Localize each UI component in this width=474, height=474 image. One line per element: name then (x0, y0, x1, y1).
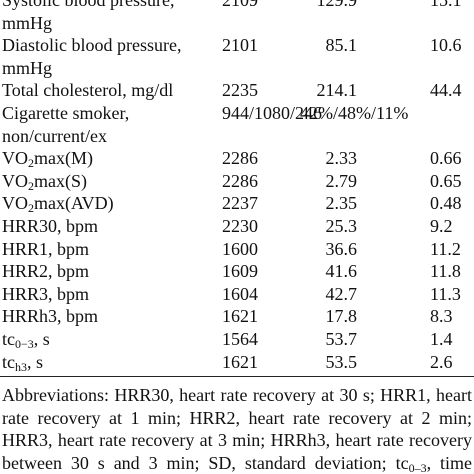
cell-mean: 53.5 (325, 351, 358, 372)
cell-mean: 2.35 (325, 193, 358, 214)
text-segment: Systolic blood pressure, (2, 0, 175, 10)
cell-mean: 36.6 (325, 238, 358, 259)
row-label: Diastolic blood pressure, (2, 34, 181, 56)
cell-mean: 42.7 (325, 283, 358, 304)
cell-n: 2286 (222, 170, 258, 191)
cell-sd: 9.2 (430, 216, 453, 236)
text-segment: max(S) (34, 170, 87, 191)
cell-mean: 42%/48%/11% (300, 103, 409, 123)
table-rule (0, 376, 474, 377)
cell-sd: 15.1 (430, 0, 462, 10)
cell-mean: 2.33 (325, 148, 358, 169)
text-segment: Abbreviations: HRR30, heart rate recover… (2, 385, 472, 405)
row-label: VO2max(S) (2, 170, 87, 192)
text-segment: HRR30, bpm (2, 216, 99, 236)
row-label: non/current/ex (2, 125, 107, 147)
cell-n: 1600 (222, 238, 258, 259)
row-label: tc0−3, s (2, 328, 50, 350)
text-segment: tc (2, 351, 15, 372)
cell-sd: 11.3 (430, 283, 461, 304)
text-segment: Total cholesterol, mg/dl (2, 80, 174, 101)
cell-n: 2109 (222, 0, 258, 10)
cell-n: 2237 (222, 193, 258, 214)
text-segment: tc (2, 329, 15, 349)
cell-mean: 25.3 (325, 216, 358, 236)
text-segment: max(AVD) (34, 193, 114, 214)
text-segment: max(M) (34, 148, 93, 169)
text-segment: non/current/ex (2, 125, 107, 146)
cell-mean: 41.6 (325, 261, 358, 282)
text-segment: HRR1, bpm (2, 238, 90, 259)
row-label: mmHg (2, 12, 52, 34)
cell-n: 1621 (222, 351, 258, 372)
row-label: HRR2, bpm (2, 260, 89, 282)
row-label: Cigarette smoker, (2, 102, 129, 124)
text-segment: mmHg (2, 57, 53, 78)
cell-mean: 85.1 (325, 35, 358, 56)
cell-sd: 2.6 (430, 351, 453, 372)
cell-sd: 11.8 (430, 261, 461, 282)
subscript: 2 (28, 156, 34, 171)
text-segment: HRRh3, bpm (2, 306, 99, 327)
row-label: mmHg (2, 57, 52, 79)
cell-n: 2286 (222, 148, 258, 169)
cell-sd: 44.4 (430, 80, 462, 101)
row-label: HRRh3, bpm (2, 305, 98, 327)
text-segment: HRR3, heart rate recovery at 3 min; HRRh… (2, 430, 472, 450)
text-segment: mmHg (2, 12, 53, 33)
text-segment: rate recovery at 1 min; HRR2, heart rate… (2, 407, 472, 428)
cell-mean: 129.9 (316, 0, 358, 10)
text-segment: VO (2, 148, 28, 169)
cell-n: 2235 (222, 80, 258, 101)
cell-sd: 10.6 (430, 35, 462, 56)
row-label: Systolic blood pressure, (2, 0, 175, 11)
cell-sd: 1.4 (430, 329, 453, 349)
text-segment: Cigarette smoker, (2, 103, 130, 123)
cell-mean: 214.1 (316, 80, 358, 101)
row-label: Total cholesterol, mg/dl (2, 79, 173, 101)
subscript: 0–3 (408, 460, 427, 474)
cell-sd: 0.65 (430, 170, 462, 191)
row-label: VO2max(AVD) (2, 192, 114, 214)
cell-sd: 11.2 (430, 238, 461, 259)
cell-n: 2230 (222, 216, 258, 236)
cell-n: 1564 (222, 329, 258, 349)
text-segment: HRR2, bpm (2, 261, 90, 282)
row-label: HRR1, bpm (2, 238, 89, 260)
footnote-line: between 30 s and 3 min; SD, standard dev… (2, 452, 472, 474)
row-label: VO2max(M) (2, 147, 93, 169)
cell-n: 944/1080/246 (222, 103, 323, 123)
text-segment: VO (2, 170, 28, 191)
cell-n: 1621 (222, 306, 258, 327)
text-segment: HRR3, bpm (2, 283, 90, 304)
cell-mean: 53.7 (325, 329, 358, 349)
row-label: HRR30, bpm (2, 215, 98, 237)
text-segment: Diastolic blood pressure, (2, 35, 182, 56)
cell-n: 1609 (222, 261, 258, 282)
cell-sd: 0.66 (430, 148, 462, 169)
cell-mean: 2.79 (325, 170, 358, 191)
cell-sd: 0.48 (430, 193, 462, 214)
text-segment: , time (426, 452, 472, 473)
footnote-line: rate recovery at 1 min; HRR2, heart rate… (2, 407, 472, 429)
text-segment: , s (27, 351, 44, 372)
subscript: 2 (28, 201, 34, 216)
cell-sd: 8.3 (430, 306, 453, 327)
footnote-line: Abbreviations: HRR30, heart rate recover… (2, 384, 472, 406)
cell-mean: 17.8 (325, 306, 358, 327)
row-label: tch3, s (2, 351, 43, 373)
cell-n: 1604 (222, 283, 258, 304)
row-label: HRR3, bpm (2, 283, 89, 305)
cell-n: 2101 (222, 35, 258, 56)
footnote-line: HRR3, heart rate recovery at 3 min; HRRh… (2, 429, 472, 451)
subscript: h3 (15, 359, 27, 374)
subscript: 2 (28, 178, 34, 193)
text-segment: , s (33, 329, 50, 349)
text-segment: between 30 s and 3 min; SD, standard dev… (2, 452, 409, 473)
subscript: 0−3 (15, 337, 34, 351)
text-segment: VO (2, 193, 28, 214)
